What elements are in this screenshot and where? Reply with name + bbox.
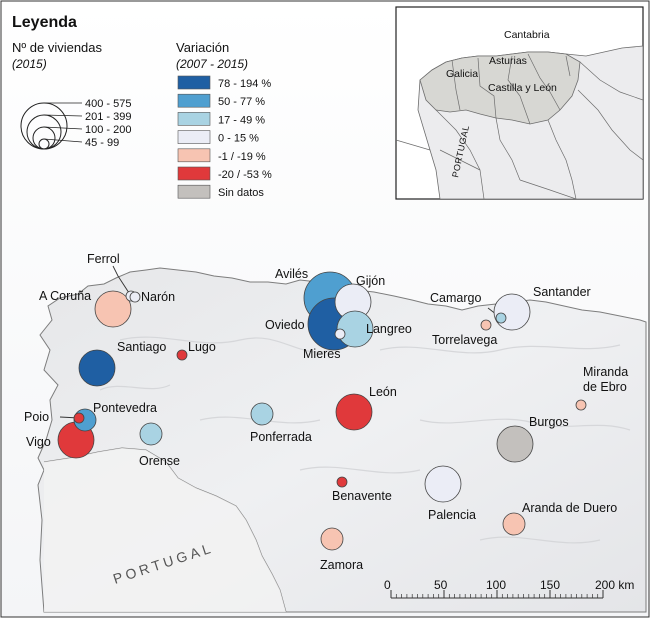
scale-tick-label: 0 [384,578,391,592]
city-symbol-zamora [320,527,344,551]
variation-legend-period: (2007 - 2015) [176,57,248,71]
city-label-gijon: Gijón [356,274,385,288]
city-label-miranda-de-ebro: Miranda [583,365,628,379]
city-label-ponferrada: Ponferrada [250,430,312,444]
variation-swatch [177,184,211,199]
city-label-lugo: Lugo [188,340,216,354]
variation-swatch [177,75,211,90]
legend-title: Leyenda [12,14,77,31]
inset-coastline-west [395,139,431,151]
city-symbol-poio [73,412,85,424]
city-label-aviles: Avilés [275,267,308,281]
scale-end-label: 200 km [595,578,634,592]
inset-label-asturias: Asturias [489,55,527,67]
city-symbol-a-coruna [94,290,132,328]
size-class-label: 201 - 399 [85,111,131,123]
city-label-burgos: Burgos [529,415,569,429]
portugal-territory [44,448,286,612]
inset-province-lines [435,53,643,199]
variation-legend-entries: 78 - 194 % 50 - 77 % 17 - 49 % 0 - 15 % -1 /… [177,75,272,199]
leader-line-ferrol [112,265,132,297]
city-label-orense: Orense [139,454,180,468]
inset-map: Cantabria Asturias Galicia Castilla y Le… [395,6,644,200]
city-label-vigo: Vigo [26,435,51,449]
city-label-mieres: Mieres [303,347,341,361]
city-label-leon: León [369,385,397,399]
variation-class-label: -20 / -53 % [218,169,272,181]
city-label-santander: Santander [533,285,591,299]
city-symbol-naron [129,291,141,303]
city-label-oviedo: Oviedo [265,318,305,332]
inset-highlight-regions [419,51,581,125]
city-label-miranda-de-ebro: de Ebro [583,380,627,394]
variation-swatch [177,112,211,126]
city-label-langreo: Langreo [366,322,412,336]
terrain-texture [99,336,631,544]
city-label-pontevedra: Pontevedra [93,401,157,415]
scale-tick-label: 50 [434,578,448,592]
variation-class-label: -1 / -19 % [218,151,266,163]
city-label-poio: Poio [24,410,49,424]
size-legend-year: (2015) [12,57,47,71]
city-label-palencia: Palencia [428,508,476,522]
variation-class-label: 78 - 194 % [218,78,271,90]
city-symbol-aranda-de-duero [502,512,526,536]
inset-label-castilla-leon: Castilla y León [488,82,557,94]
scale-tick-label: 100 [486,578,506,592]
city-symbol-santander [493,293,531,331]
variation-swatch [177,166,211,181]
inset-label-galicia: Galicia [446,68,478,80]
city-symbol-miranda-de-ebro [575,399,587,411]
variation-class-label: 0 - 15 % [218,133,259,145]
variation-swatch [177,93,211,108]
size-class-label: 45 - 99 [85,137,119,149]
variation-class-label: 17 - 49 % [218,114,265,126]
city-label-ferrol: Ferrol [87,252,120,266]
size-class-label: 100 - 200 [85,124,131,136]
variation-class-label: 50 - 77 % [218,96,265,108]
city-symbol-ponferrada [250,402,274,426]
city-symbol-camargo [495,312,507,324]
city-symbols [57,271,587,551]
scale-tick-label: 150 [540,578,560,592]
city-symbol-mieres [334,328,346,340]
city-symbol-palencia [424,465,462,503]
city-labels: Ferrol Narón A Coruña Santiago Lugo Poio Ponte… [24,252,628,572]
city-label-camargo: Camargo [430,291,481,305]
city-symbol-lugo [176,349,188,361]
city-symbol-torrelavega [480,319,492,331]
variation-legend-title: Variación [176,40,229,55]
city-label-zamora: Zamora [320,558,363,572]
size-class-label: 400 - 575 [85,98,131,110]
scale-bar: 0 50 100 150 200 km [384,578,634,599]
city-label-naron: Narón [141,290,175,304]
variation-class-label: Sin datos [218,187,264,199]
city-symbol-leon [335,393,373,431]
city-label-torrelavega: Torrelavega [432,333,497,347]
city-symbol-burgos [496,425,534,463]
city-label-benavente: Benavente [332,489,392,503]
city-symbol-langreo [336,310,374,348]
city-symbol-benavente [336,476,348,488]
city-symbol-santiago [78,349,116,387]
variation-swatch [177,148,211,163]
city-label-a-coruna: A Coruña [39,289,91,303]
inset-label-cantabria: Cantabria [504,29,550,41]
city-symbol-orense [139,422,163,446]
legend: Leyenda Nº de viviendas (2015) 400 - 575… [12,14,272,199]
city-label-santiago: Santiago [117,340,166,354]
city-label-aranda-de-duero: Aranda de Duero [522,501,617,515]
variation-swatch [177,130,211,144]
size-legend-leaders [43,102,83,143]
size-legend-title: Nº de viviendas [12,40,103,55]
